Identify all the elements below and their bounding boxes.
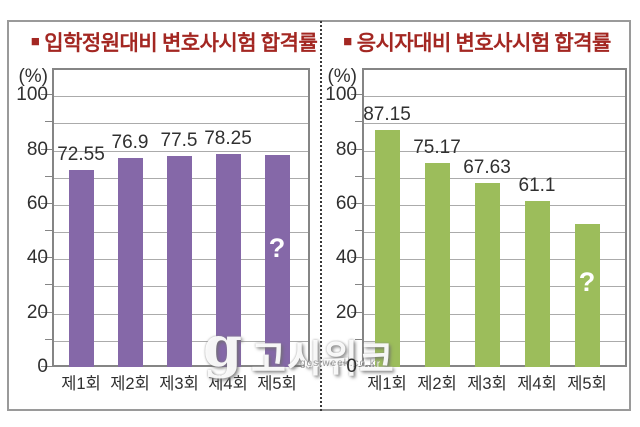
y-axis-label-40: 40 [335, 247, 357, 269]
y-axis-tick-90 [355, 121, 362, 123]
unknown-value-question-mark: ? [268, 233, 286, 263]
y-axis-tick-0 [351, 366, 362, 367]
value-label-78.25: 78.25 [204, 128, 252, 150]
gridline-100 [364, 96, 625, 98]
y-axis-tick-10 [45, 338, 52, 340]
gridline-90 [364, 123, 625, 125]
bar-제4회 [215, 154, 241, 367]
gridline-80 [54, 150, 308, 152]
y-axis-tick-80 [41, 148, 52, 150]
chart-left-title: ■ 입학정원대비 변호사시험 합격률 [28, 27, 320, 57]
category-label-제4회: 제4회 [517, 375, 557, 393]
bullet-square-icon: ■ [343, 33, 352, 50]
value-label-72.55: 72.55 [57, 143, 105, 165]
chart-right-title: ■ 응시자대비 변호사시험 합격률 [328, 27, 626, 57]
y-axis-label-60: 60 [26, 192, 48, 214]
y-axis-tick-60 [41, 202, 52, 204]
bar-제2회 [424, 162, 450, 367]
value-label-61.1: 61.1 [518, 174, 556, 196]
y-axis-label-20: 20 [335, 301, 357, 323]
gridline-90 [54, 123, 308, 125]
category-label-제3회: 제3회 [467, 375, 507, 393]
bar-제3회 [474, 183, 500, 367]
y-axis-tick-30 [45, 284, 52, 286]
category-label-제2회: 제2회 [110, 375, 150, 393]
y-axis-label-80: 80 [26, 138, 48, 160]
category-label-제3회: 제3회 [159, 375, 199, 393]
y-axis-tick-100 [351, 94, 362, 96]
unknown-value-question-mark: ? [578, 267, 596, 297]
y-axis-tick-10 [355, 338, 362, 340]
y-axis-tick-70 [355, 175, 362, 177]
gridline-70 [364, 177, 625, 179]
y-axis-tick-20 [351, 311, 362, 313]
y-axis-tick-40 [351, 257, 362, 259]
y-axis-tick-50 [355, 230, 362, 232]
bar-제5회 [264, 154, 290, 367]
chart-left-title-text: 입학정원대비 변호사시험 합격률 [44, 31, 318, 55]
value-label-77.5: 77.5 [160, 130, 198, 152]
y-axis-label-100: 100 [325, 84, 357, 106]
y-axis-tick-80 [351, 148, 362, 150]
y-axis-label-20: 20 [26, 301, 48, 323]
bar-제2회 [117, 157, 143, 367]
bar-제5회 [574, 224, 600, 367]
bar-제1회 [374, 130, 400, 367]
y-axis-label-40: 40 [26, 247, 48, 269]
dotted-divider-line [320, 21, 322, 411]
category-label-제2회: 제2회 [417, 375, 457, 393]
y-axis-tick-50 [45, 230, 52, 232]
y-axis-label-0: 0 [37, 356, 48, 377]
y-axis-tick-60 [351, 202, 362, 204]
bar-제4회 [524, 200, 550, 367]
y-axis-tick-40 [41, 257, 52, 259]
category-label-제5회: 제5회 [567, 375, 607, 393]
value-label-67.63: 67.63 [463, 157, 511, 179]
value-label-76.9: 76.9 [111, 131, 149, 153]
category-label-제5회: 제5회 [257, 375, 297, 393]
gridline-80 [364, 150, 625, 152]
y-axis-tick-30 [355, 284, 362, 286]
y-axis-label-80: 80 [335, 138, 357, 160]
y-axis-tick-100 [41, 94, 52, 96]
y-axis-label-100: 100 [16, 84, 48, 106]
y-axis-tick-20 [41, 311, 52, 313]
value-label-75.17: 75.17 [413, 136, 461, 158]
bullet-square-icon: ■ [30, 33, 40, 50]
y-axis-unit-label-right: (%) [327, 66, 357, 87]
category-label-제4회: 제4회 [208, 375, 248, 393]
bar-제3회 [166, 156, 192, 367]
bar-제1회 [68, 169, 94, 367]
y-axis-tick-90 [45, 121, 52, 123]
y-axis-tick-70 [45, 175, 52, 177]
y-axis-label-60: 60 [335, 192, 357, 214]
category-label-제1회: 제1회 [61, 375, 101, 393]
y-axis-tick-0 [41, 366, 52, 367]
y-axis-unit-label-left: (%) [18, 66, 48, 87]
gridline-100 [54, 96, 308, 98]
category-label-제1회: 제1회 [367, 375, 407, 393]
chart-right-title-text: 응시자대비 변호사시험 합격률 [356, 31, 612, 55]
value-label-87.15: 87.15 [363, 104, 411, 126]
outer-border [7, 20, 631, 411]
y-axis-label-0: 0 [346, 356, 357, 377]
